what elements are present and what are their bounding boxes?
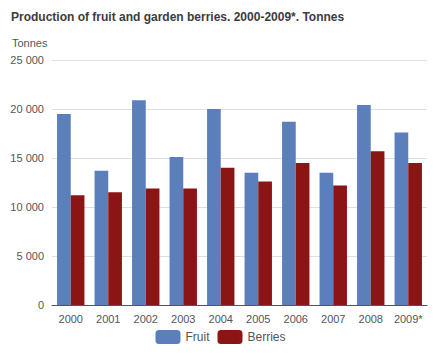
svg-text:2005: 2005 xyxy=(246,313,270,325)
svg-text:2004: 2004 xyxy=(209,313,233,325)
svg-text:15 000: 15 000 xyxy=(10,152,44,164)
svg-text:2009*: 2009* xyxy=(394,313,423,325)
svg-text:5 000: 5 000 xyxy=(16,250,44,262)
svg-text:2008: 2008 xyxy=(359,313,383,325)
svg-text:2002: 2002 xyxy=(134,313,158,325)
svg-text:Fruit: Fruit xyxy=(185,330,210,344)
svg-text:2000: 2000 xyxy=(59,313,83,325)
svg-text:10 000: 10 000 xyxy=(10,201,44,213)
svg-text:2006: 2006 xyxy=(284,313,308,325)
svg-text:Production of fruit and garden: Production of fruit and garden berries. … xyxy=(11,10,345,24)
svg-text:2003: 2003 xyxy=(171,313,195,325)
svg-text:20 000: 20 000 xyxy=(10,103,44,115)
svg-text:2007: 2007 xyxy=(321,313,345,325)
svg-text:Berries: Berries xyxy=(247,330,285,344)
svg-text:0: 0 xyxy=(38,299,44,311)
svg-text:2001: 2001 xyxy=(96,313,120,325)
svg-text:25 000: 25 000 xyxy=(10,54,44,66)
svg-text:Tonnes: Tonnes xyxy=(12,37,48,49)
